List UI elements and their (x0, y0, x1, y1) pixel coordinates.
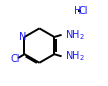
Text: NH$_2$: NH$_2$ (65, 49, 84, 63)
Text: N: N (19, 32, 27, 42)
Text: Cl: Cl (78, 6, 88, 16)
Text: NH$_2$: NH$_2$ (65, 28, 84, 42)
Text: H: H (74, 6, 81, 16)
Text: Cl: Cl (11, 54, 20, 64)
